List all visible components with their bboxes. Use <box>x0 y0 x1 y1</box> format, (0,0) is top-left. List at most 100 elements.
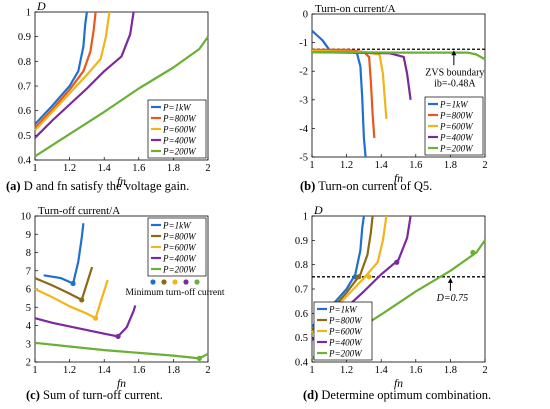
y-tick-label: 1 <box>26 8 31 19</box>
annotation-text: ib=-0.48A <box>434 78 476 89</box>
y-tick-label: 4 <box>26 321 32 332</box>
y-tick-label: 0.6 <box>18 106 31 117</box>
x-tick-label: 1.8 <box>444 160 457 171</box>
legend-entry: P=1kW <box>328 304 358 314</box>
legend-entry: P=400W <box>439 132 474 142</box>
legend-entry: P=800W <box>328 315 363 325</box>
min-marker-0 <box>70 280 76 287</box>
legend-entry: P=800W <box>162 231 197 241</box>
x-tick-label: 1.4 <box>98 365 112 376</box>
min-marker-2 <box>92 315 99 321</box>
caption-a: (a) D and fn satisfy the voltage gain. <box>6 179 190 193</box>
legend-entry: P=1kW <box>439 99 469 109</box>
chart-b: 1 1.2 1.4 1.6 1.8 2 -5 -4 -3 -2 -1 0 Turn-on current… <box>299 3 487 185</box>
note-text: Minimum turn-off current <box>125 287 224 298</box>
y-tick-label: 9 <box>26 230 31 241</box>
series-line-2 <box>34 279 109 320</box>
x-tick-label: 1.2 <box>340 365 353 376</box>
legend-entry: P=800W <box>162 113 197 123</box>
legend-entry: P=600W <box>439 121 474 131</box>
series-line-2 <box>311 49 388 119</box>
annotation-text: ZVS boundary <box>425 67 484 78</box>
chart-title: Turn-off current/A <box>38 205 120 217</box>
y-tick-label: 0.4 <box>18 156 32 167</box>
y-tick-label: 8 <box>26 248 31 259</box>
legend-entry: P=200W <box>439 143 474 153</box>
annotation-arrowhead <box>447 277 453 283</box>
caption-c: (c) Sum of turn-off current. <box>26 388 163 402</box>
y-tick-label: 7 <box>26 266 31 277</box>
y-tick-label: -5 <box>299 153 308 164</box>
series-line-1 <box>312 48 376 138</box>
y-tick-label: 0.7 <box>295 285 308 296</box>
min-marker-3 <box>115 333 121 340</box>
x-axis-label: fn <box>394 378 403 390</box>
x-tick-label: 1.2 <box>63 163 76 174</box>
legend-entry: P=600W <box>162 124 197 134</box>
annotation-arrowhead <box>451 50 457 56</box>
y-tick-label: 0.5 <box>295 333 308 344</box>
chart-title: D <box>313 203 323 217</box>
legend-entry: P=400W <box>162 135 197 145</box>
x-tick-label: 1 <box>32 365 37 376</box>
x-tick-label: 1.4 <box>98 163 112 174</box>
x-tick-label: 1.4 <box>375 160 389 171</box>
x-tick-label: 1.4 <box>375 365 389 376</box>
x-tick-label: 2 <box>205 163 210 174</box>
note-dot-1 <box>161 279 167 285</box>
legend-entry: P=800W <box>439 110 474 120</box>
y-tick-label: 0 <box>303 10 308 21</box>
series-line-2 <box>34 11 111 132</box>
series-line-4 <box>34 36 209 158</box>
note-dot-0 <box>150 279 156 285</box>
annotation-text: D=0.75 <box>436 293 468 304</box>
x-tick-label: 1 <box>32 163 37 174</box>
series-line-4 <box>311 51 486 61</box>
note-dot-2 <box>172 279 178 285</box>
series-line-3 <box>34 11 135 139</box>
legend-entry: P=600W <box>328 326 363 336</box>
plot-frame <box>311 13 486 158</box>
legend-entry: P=400W <box>328 337 363 347</box>
optimum-marker-4 <box>470 249 476 256</box>
y-tick-label: 0.9 <box>18 32 31 43</box>
y-tick-label: -2 <box>299 67 308 78</box>
series-line-0 <box>43 223 85 285</box>
x-tick-label: 1.8 <box>167 365 180 376</box>
note-dot-3 <box>183 279 189 285</box>
legend-entry: P=200W <box>162 146 197 156</box>
x-tick-label: 1.2 <box>63 365 76 376</box>
caption-b: (b) Turn-on current of Q5. <box>300 179 433 193</box>
x-tick-label: 1.6 <box>409 365 422 376</box>
caption-d: (d) Determine optimum combination. <box>303 388 492 402</box>
legend-entry: P=1kW <box>162 102 192 112</box>
series-line-1 <box>34 11 97 129</box>
legend-entry: P=400W <box>162 253 197 263</box>
optimum-marker-3 <box>394 259 400 265</box>
x-tick-label: 1.8 <box>167 163 180 174</box>
chart-d: 1 1.2 1.4 1.6 1.8 20.40.50.60.70.80.91 DfnP=1k… <box>295 203 488 390</box>
x-tick-label: 1.6 <box>409 160 422 171</box>
x-axis-label: fn <box>117 378 126 390</box>
x-tick-label: 2 <box>205 365 210 376</box>
y-tick-label: 2 <box>26 358 31 369</box>
y-tick-label: 0.6 <box>295 309 308 320</box>
y-tick-label: 6 <box>26 285 31 296</box>
y-tick-label: 3 <box>26 339 31 350</box>
legend-entry: P=200W <box>328 348 363 358</box>
y-tick-label: 0.9 <box>295 236 308 247</box>
chart-a: 1 1.2 1.4 1.6 1.8 20.40.50.60.70.80.91 DfnP=1k… <box>18 0 211 188</box>
x-tick-label: 1 <box>309 365 314 376</box>
legend-entry: P=200W <box>162 264 197 274</box>
chart-c: 1 1.2 1.4 1.6 1.8 2 2 3 4 5 6 7 8 9 10 Turn-off current… <box>21 205 225 390</box>
series-line-4 <box>34 341 209 360</box>
y-tick-label: -3 <box>299 95 308 106</box>
y-tick-label: 0.8 <box>295 260 308 271</box>
y-tick-label: 0.4 <box>295 358 309 369</box>
x-tick-label: 2 <box>482 160 487 171</box>
